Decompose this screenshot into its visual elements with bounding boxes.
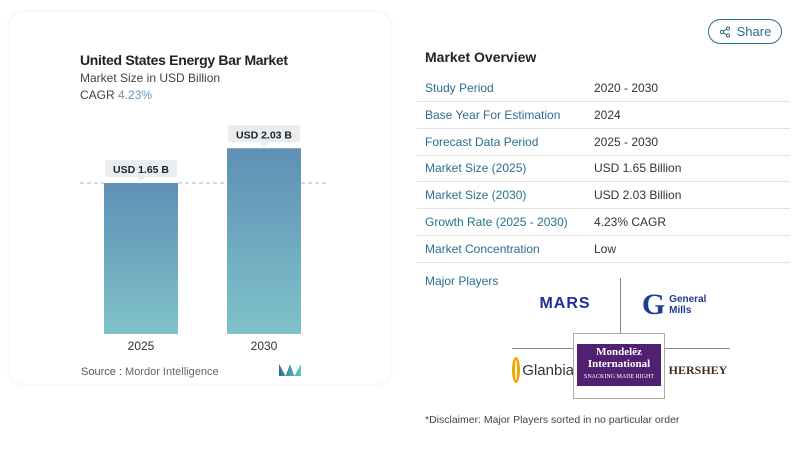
glanbia-text: Glanbia <box>522 361 574 379</box>
cagr: CAGR 4.23% <box>80 88 152 102</box>
row-label: Forecast Data Period <box>425 134 539 149</box>
x-tick-label: 2025 <box>128 339 155 353</box>
cagr-label: CAGR <box>80 88 115 102</box>
row-label: Market Size (2030) <box>425 188 527 203</box>
row-value: 4.23% CAGR <box>594 215 667 229</box>
mondelez-logo: Mondelēz International SNACKING MADE RIG… <box>573 333 665 399</box>
row-value: USD 2.03 Billion <box>594 188 682 203</box>
share-icon <box>719 25 730 38</box>
share-label: Share <box>736 24 772 39</box>
mars-logo: MARS <box>539 295 591 312</box>
logo-divider-v <box>620 278 621 333</box>
bar-2025 <box>104 183 178 334</box>
row-value: 2020 - 2030 <box>594 81 659 95</box>
overview-row: Market Concentration Low <box>417 236 790 263</box>
chart-title: United States Energy Bar Market <box>80 52 288 68</box>
row-label: Base Year For Estimation <box>425 107 561 122</box>
overview-row: Forecast Data Period 2025 - 2030 <box>417 129 790 156</box>
data-label-bg <box>228 125 300 143</box>
cagr-value: 4.23% <box>118 88 153 102</box>
overview-row: Growth Rate (2025 - 2030) 4.23% CAGR <box>417 209 790 236</box>
row-label: Study Period <box>425 81 494 95</box>
data-label-pointer <box>137 177 145 182</box>
row-label: Market Size (2025) <box>425 161 527 176</box>
general-mills-text: General Mills <box>669 294 707 316</box>
source-label: Source : <box>81 366 122 378</box>
source-value: Mordor Intelligence <box>125 366 219 378</box>
data-label-bg <box>105 160 177 178</box>
row-value: 2025 - 2030 <box>594 134 659 149</box>
major-players-label: Major Players <box>425 274 499 288</box>
overview-row: Market Size (2030) USD 2.03 Billion <box>417 182 790 210</box>
hershey-logo: HERSHEY <box>668 362 728 377</box>
mondelez-text: Mondelēz International <box>587 346 651 370</box>
share-button[interactable]: Share <box>708 19 782 44</box>
disclaimer: *Disclaimer: Major Players sorted in no … <box>425 414 680 426</box>
overview-row: Study Period 2020 - 2030 <box>417 75 790 102</box>
row-value: 2024 <box>594 107 621 122</box>
overview-title: Market Overview <box>425 49 537 65</box>
data-label: USD 2.03 B <box>236 129 292 141</box>
source: Source : Mordor Intelligence <box>81 366 219 378</box>
bar-2030 <box>227 148 301 334</box>
row-label: Market Concentration <box>425 241 540 256</box>
overview-row: Base Year For Estimation 2024 <box>417 102 790 129</box>
overview-row: Market Size (2025) USD 1.65 Billion <box>417 155 790 183</box>
chart-card <box>10 12 390 384</box>
chart-subtitle: Market Size in USD Billion <box>80 71 221 85</box>
row-value: USD 1.65 Billion <box>594 161 682 176</box>
bar-chart: USD 1.65 B 2025 USD 2.03 B 2030 <box>80 125 328 353</box>
mondelez-tagline: SNACKING MADE RIGHT <box>584 374 654 380</box>
data-label-pointer <box>260 142 268 147</box>
general-mills-logo: G General Mills <box>633 285 718 325</box>
glanbia-logo: Glanbia <box>512 352 574 388</box>
row-label: Growth Rate (2025 - 2030) <box>425 215 568 229</box>
data-label: USD 1.65 B <box>113 164 169 176</box>
row-value: Low <box>594 241 617 256</box>
x-tick-label: 2030 <box>251 339 278 353</box>
